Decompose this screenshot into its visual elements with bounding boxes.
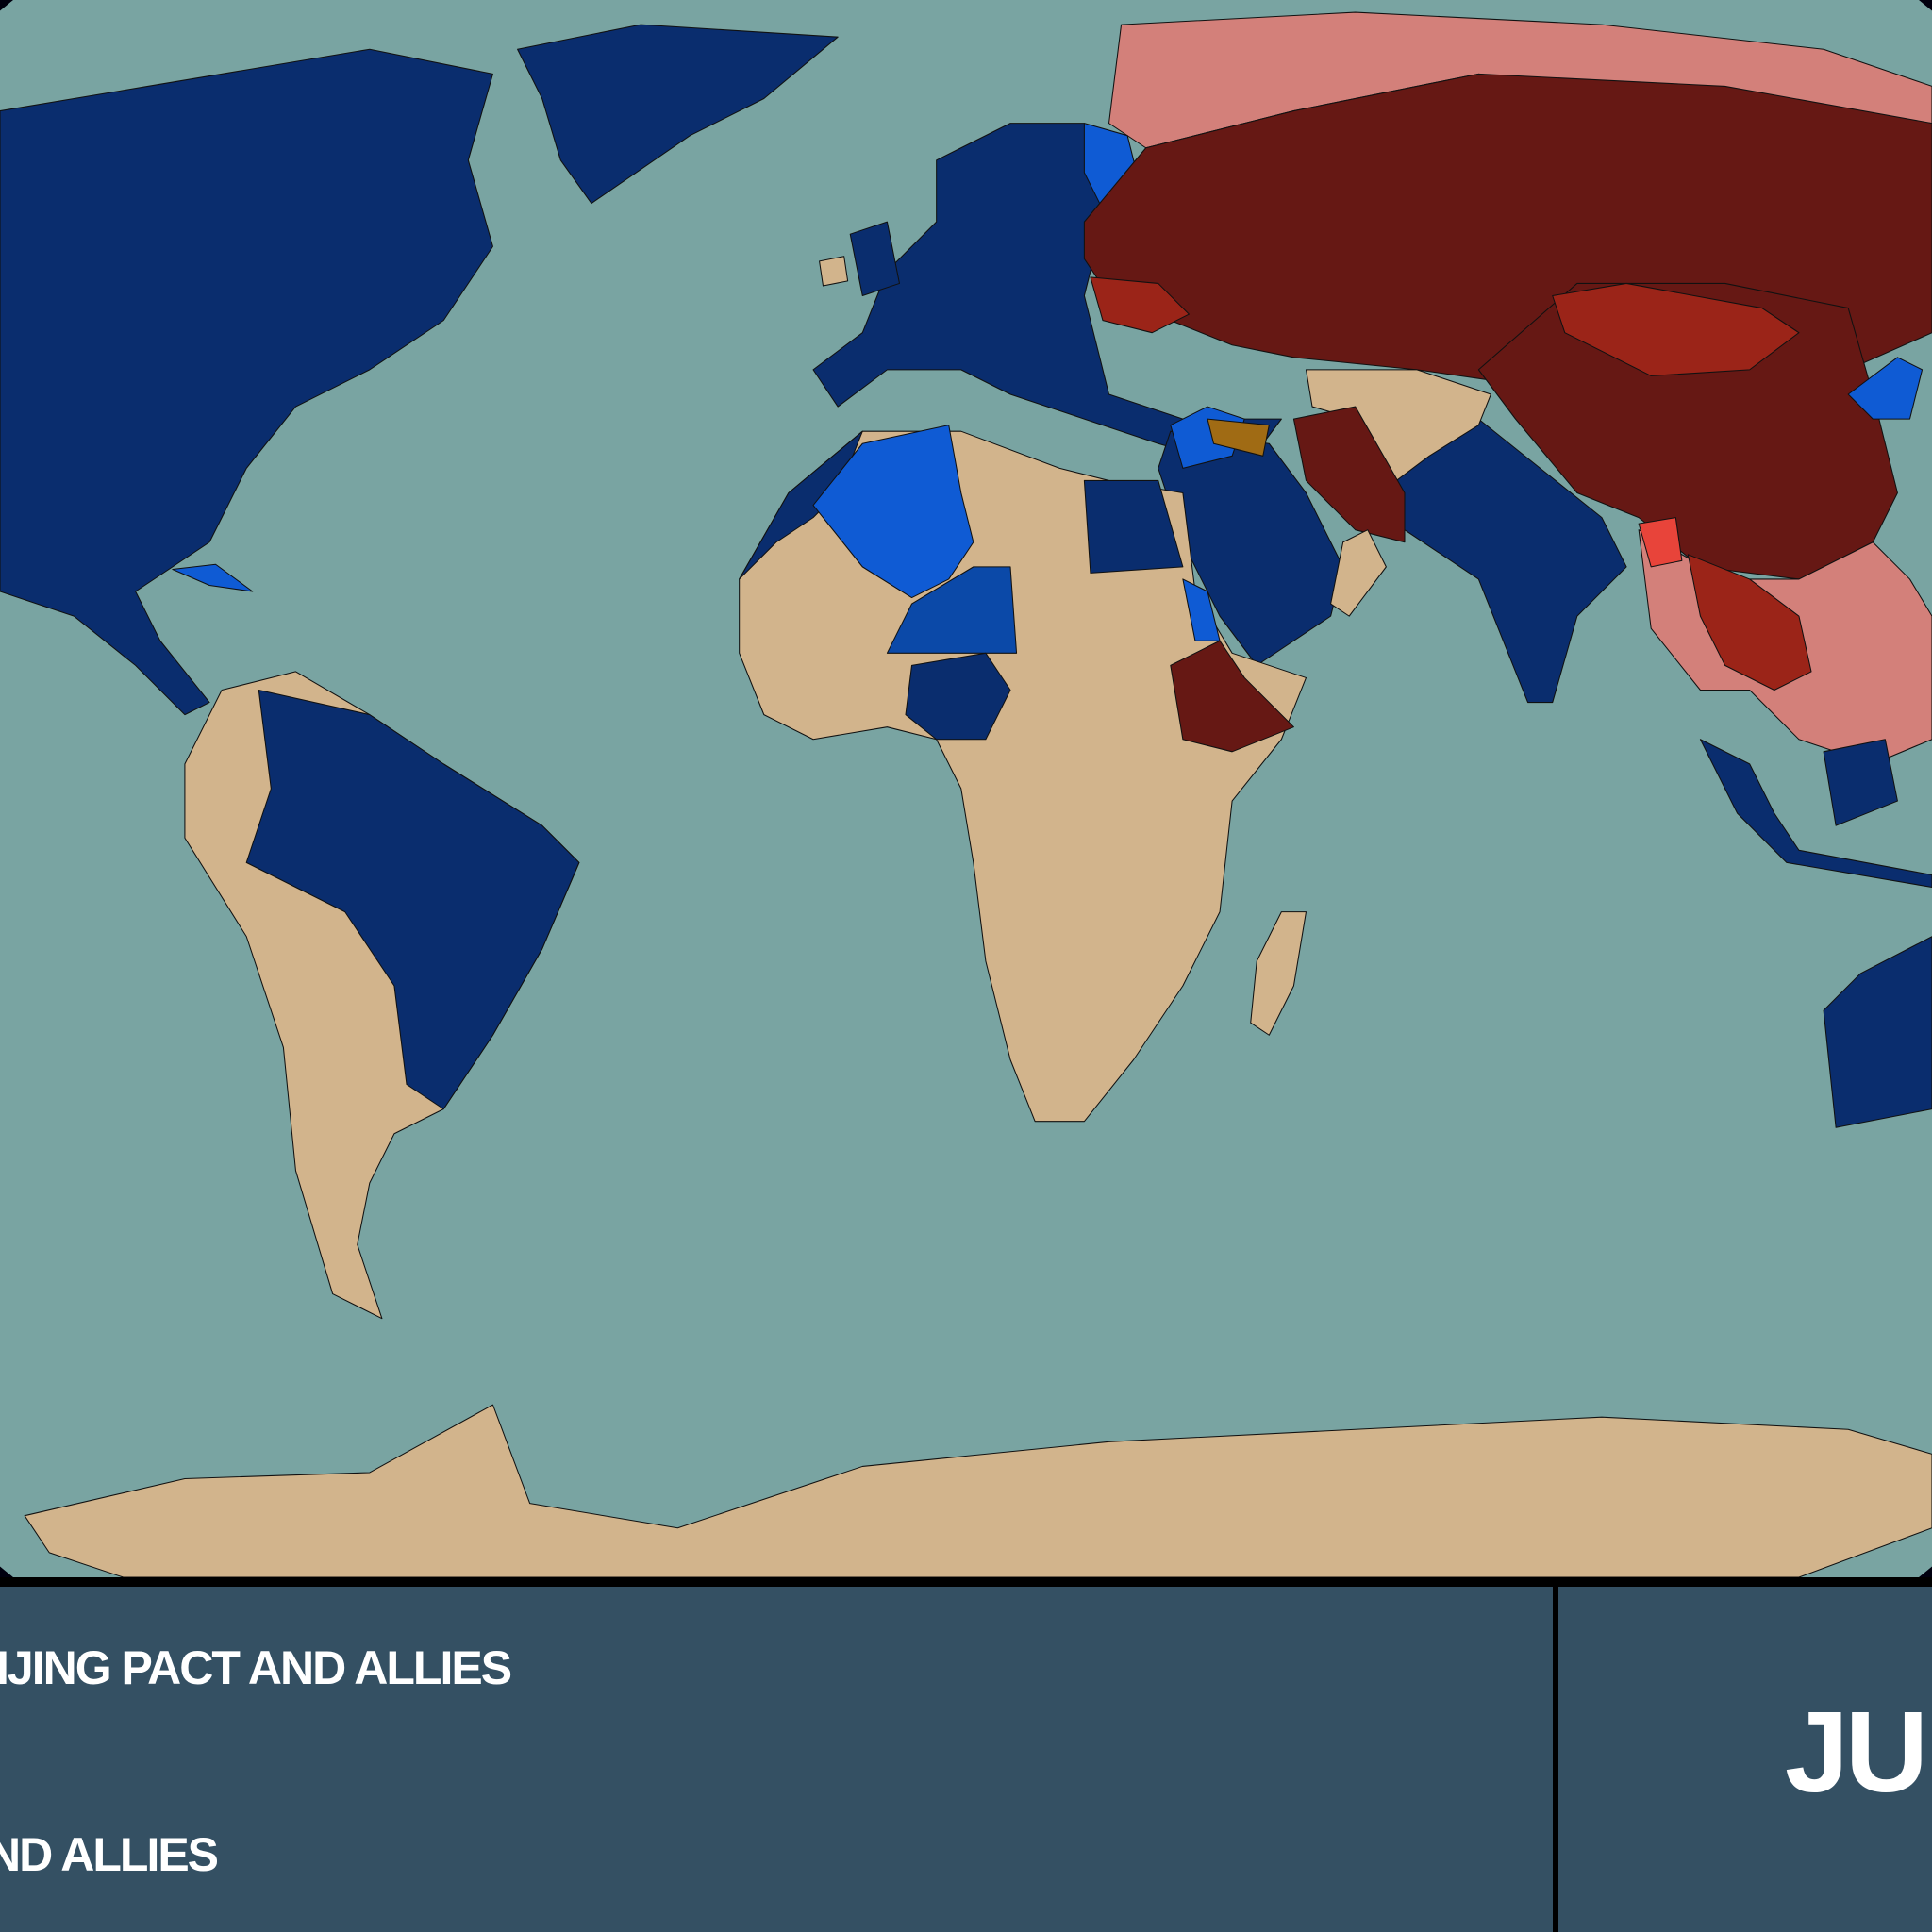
region-korea-japan (1847, 357, 1924, 420)
region-central-asia (1305, 369, 1491, 494)
legend-panel: IJING PACT AND ALLIES ND ALLIES JUN (0, 1587, 1932, 1932)
region-brazil (245, 689, 580, 1110)
map-panel-separator (0, 1577, 1932, 1587)
region-oman (1330, 529, 1387, 617)
region-egypt (1083, 479, 1184, 574)
region-cuba (172, 563, 254, 592)
region-north-america (0, 48, 493, 716)
region-iran (1292, 406, 1406, 543)
region-belarus-ally (1090, 276, 1190, 334)
region-africa (739, 430, 1307, 1123)
region-indochina (1687, 554, 1812, 691)
region-nigeria (905, 652, 1011, 741)
region-greenland (517, 24, 839, 205)
region-antarctica (24, 1404, 1932, 1577)
region-madagascar (1250, 911, 1307, 1036)
region-mongolia (1552, 282, 1800, 376)
panel-divider (1553, 1587, 1558, 1932)
region-europe (812, 123, 1282, 469)
world-map (0, 0, 1932, 1577)
region-bangladesh-contested (1638, 517, 1683, 568)
region-ireland (819, 256, 849, 287)
region-iraq-syria (1207, 418, 1270, 457)
region-south-asia (1391, 418, 1627, 704)
region-borneo (1823, 739, 1898, 826)
date-label: JUN (1785, 1688, 1932, 1816)
region-ethiopia (1170, 640, 1294, 753)
legend-label-allies: ND ALLIES (0, 1828, 219, 1881)
region-uk (849, 221, 900, 297)
legend-label-beijing-pact: IJING PACT AND ALLIES (0, 1641, 512, 1694)
region-algeria (812, 425, 974, 599)
